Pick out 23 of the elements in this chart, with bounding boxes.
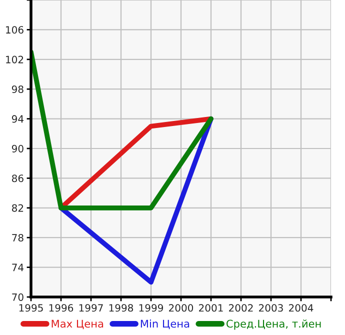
- x-tick-label: 1998: [109, 304, 134, 312]
- y-tick-label: 78: [12, 234, 24, 242]
- y-tick-label: 86: [12, 174, 24, 182]
- x-tick-label: 2004: [289, 304, 314, 312]
- y-tick-label: 94: [12, 115, 24, 123]
- legend-label: Max Цена: [52, 320, 104, 330]
- x-tick-label: 1999: [139, 304, 164, 312]
- x-tick-label: 2003: [259, 304, 283, 312]
- y-tick-label: 82: [12, 204, 24, 212]
- legend-label: Min Цена: [140, 320, 190, 330]
- y-tick-label: 90: [12, 144, 24, 152]
- x-tick-label: 2001: [199, 304, 223, 312]
- y-tick-label: 106: [6, 26, 24, 34]
- legend-label: Сред.Цена, т.йен: [226, 320, 321, 330]
- y-tick-label: 74: [12, 264, 24, 272]
- x-tick-label: 2002: [229, 304, 253, 312]
- x-tick-label: 2000: [169, 304, 194, 312]
- x-tick-label: 1995: [19, 304, 43, 312]
- x-tick-label: 1997: [79, 304, 103, 312]
- y-tick-label: 102: [6, 56, 24, 64]
- x-tick-label: 1996: [49, 304, 74, 312]
- y-tick-label: 98: [12, 85, 24, 94]
- y-tick-label: 70: [12, 293, 24, 301]
